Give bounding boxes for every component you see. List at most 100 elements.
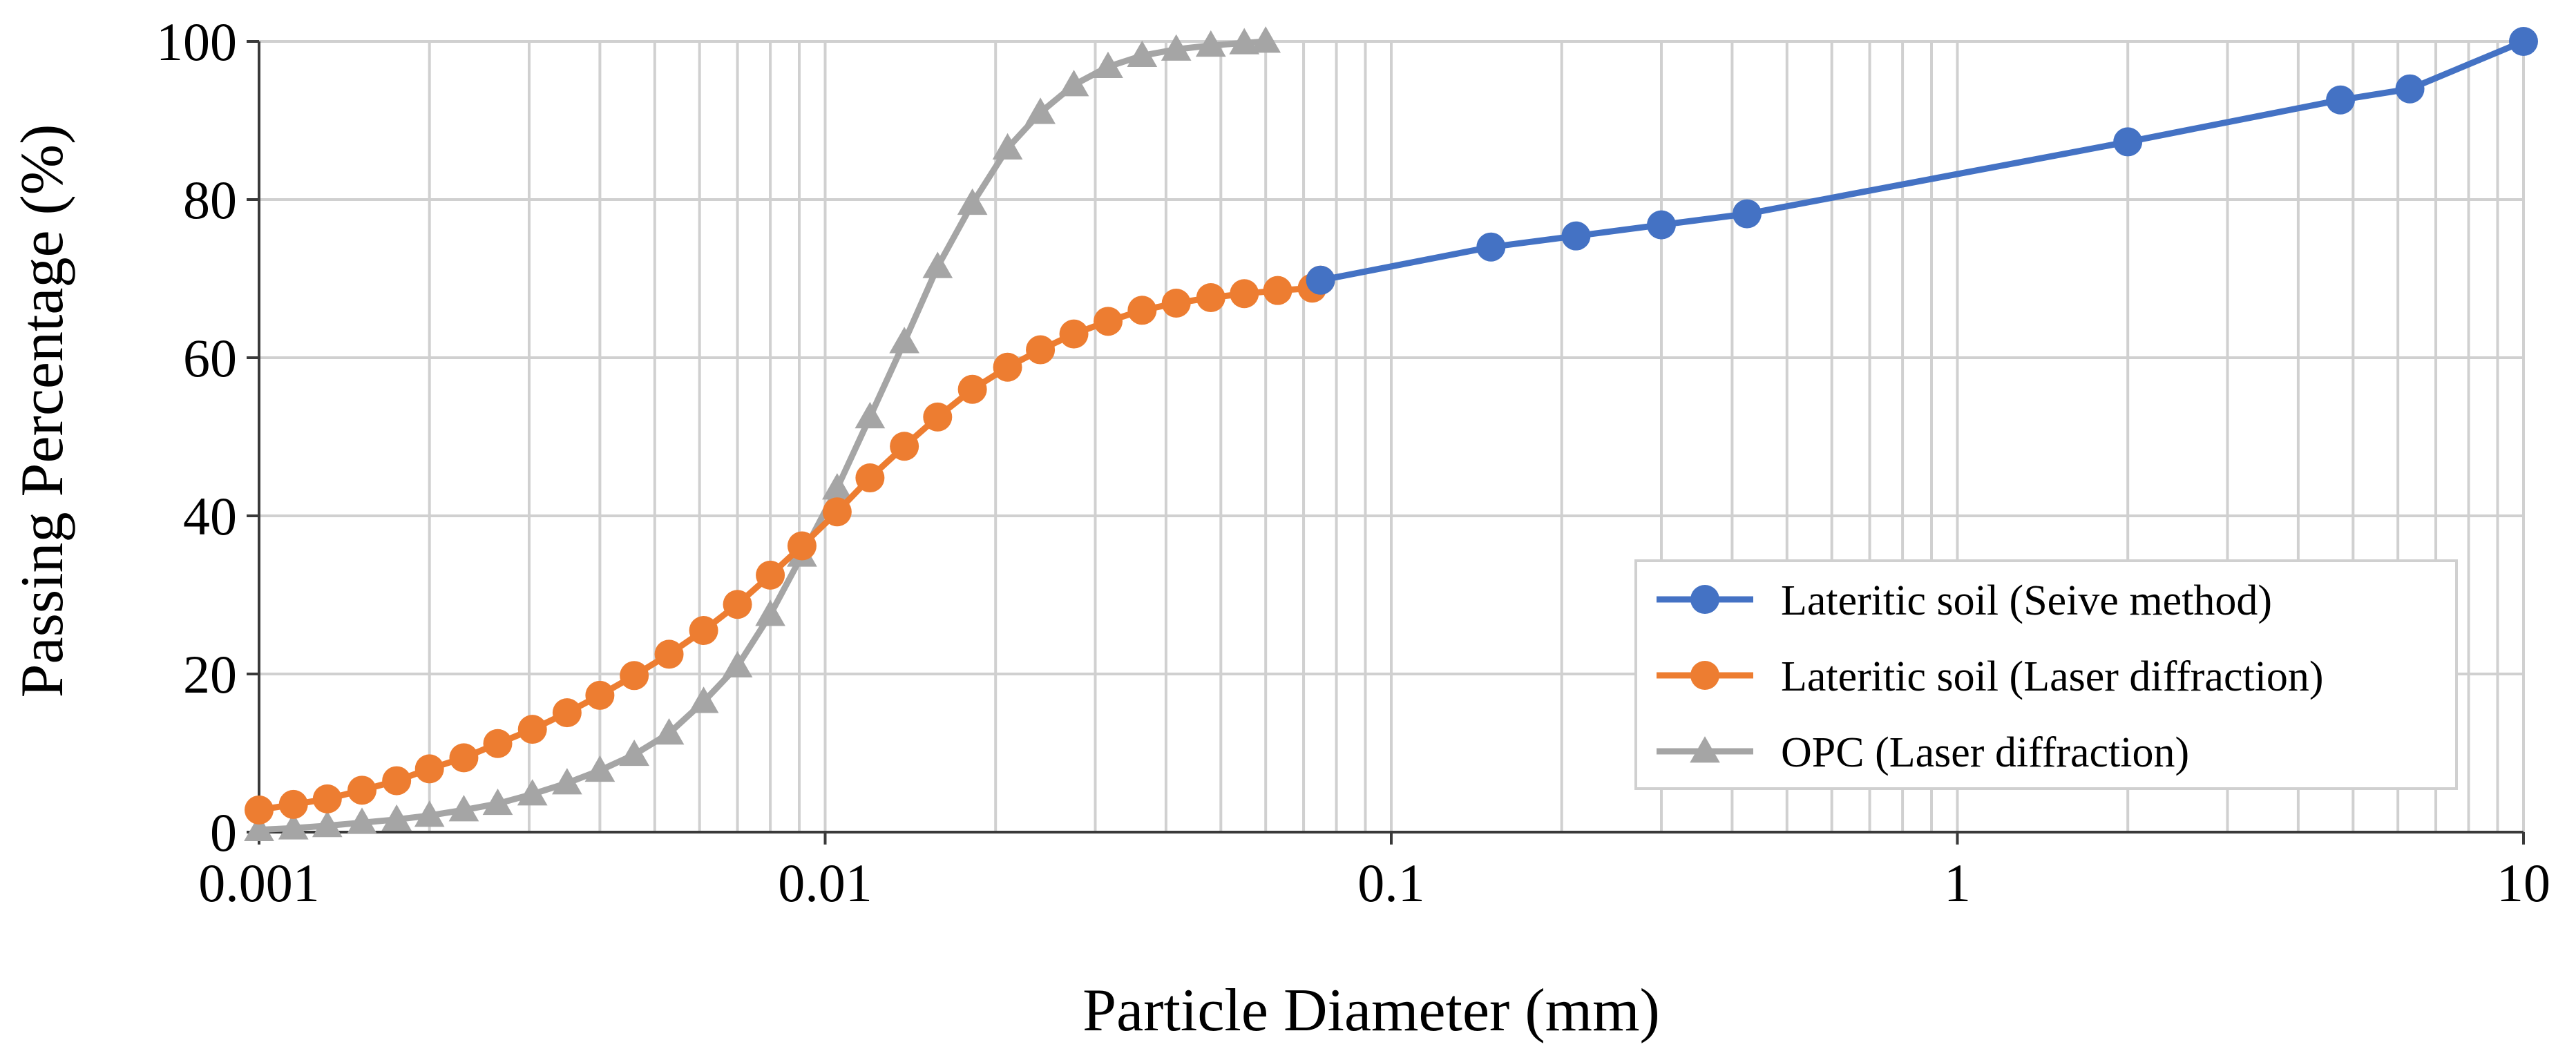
data-point bbox=[890, 432, 919, 461]
data-point bbox=[992, 133, 1023, 160]
data-point bbox=[414, 800, 445, 827]
data-point bbox=[414, 754, 444, 784]
data-point bbox=[957, 374, 987, 404]
x-tick-label: 0.1 bbox=[1357, 853, 1425, 913]
legend-box bbox=[1634, 559, 2458, 790]
y-axis-title: Passing Percentage (%) bbox=[9, 124, 76, 698]
data-point bbox=[2326, 85, 2356, 115]
data-point bbox=[688, 686, 719, 713]
data-point bbox=[278, 789, 308, 819]
data-point bbox=[993, 352, 1022, 382]
data-point bbox=[1127, 296, 1157, 325]
data-point bbox=[381, 804, 412, 831]
data-point bbox=[449, 743, 479, 773]
series-0 bbox=[1306, 27, 2538, 295]
data-point bbox=[1561, 221, 1591, 251]
data-point bbox=[278, 813, 309, 840]
data-point bbox=[483, 729, 513, 758]
x-tick-label: 10 bbox=[2497, 853, 2550, 913]
legend: Lateritic soil (Seive method) Lateritic s… bbox=[1634, 559, 2458, 790]
y-tick-label: 60 bbox=[183, 328, 237, 388]
data-point bbox=[1647, 210, 1677, 240]
data-point bbox=[1250, 26, 1281, 53]
data-point bbox=[2395, 74, 2425, 104]
legend-item: Lateritic soil (Seive method) bbox=[1657, 577, 2272, 624]
data-point bbox=[1026, 335, 1056, 365]
data-point bbox=[1093, 307, 1123, 336]
data-point bbox=[923, 402, 953, 432]
data-point bbox=[619, 739, 649, 767]
data-point bbox=[723, 590, 752, 619]
data-point bbox=[552, 698, 582, 728]
data-point bbox=[1058, 70, 1089, 97]
data-point bbox=[482, 788, 513, 816]
data-point bbox=[585, 680, 615, 710]
data-point bbox=[552, 768, 582, 795]
legend-swatch-marker bbox=[1690, 661, 1719, 690]
data-point bbox=[1161, 34, 1192, 61]
data-point bbox=[1195, 30, 1226, 57]
legend-swatch-marker bbox=[1690, 585, 1719, 614]
data-point bbox=[1161, 288, 1191, 318]
legend-label: Lateritic soil (Laser diffraction) bbox=[1781, 653, 2324, 700]
data-point bbox=[312, 784, 342, 813]
data-point bbox=[1127, 40, 1158, 67]
data-point bbox=[1230, 279, 1259, 309]
data-point bbox=[689, 616, 718, 646]
data-point bbox=[722, 651, 753, 677]
data-point bbox=[584, 755, 616, 782]
data-point bbox=[347, 775, 377, 805]
data-point bbox=[654, 639, 684, 669]
data-point bbox=[855, 463, 885, 493]
data-point bbox=[957, 188, 988, 215]
y-tick-label: 0 bbox=[210, 802, 237, 863]
data-point bbox=[1025, 97, 1056, 124]
legend-item: OPC (Laser diffraction) bbox=[1657, 729, 2189, 776]
legend-label: Lateritic soil (Seive method) bbox=[1781, 577, 2272, 624]
data-point bbox=[620, 661, 649, 691]
data-point bbox=[1093, 51, 1123, 79]
x-axis-title: Particle Diameter (mm) bbox=[1082, 977, 1660, 1044]
y-tick-label: 100 bbox=[156, 12, 237, 72]
data-point bbox=[889, 327, 919, 354]
data-point bbox=[1263, 276, 1292, 305]
data-point bbox=[822, 473, 852, 500]
data-point bbox=[245, 795, 274, 825]
data-point bbox=[1059, 319, 1089, 349]
data-point bbox=[312, 810, 343, 838]
data-point bbox=[922, 251, 953, 278]
data-point bbox=[756, 560, 785, 590]
data-point bbox=[822, 497, 852, 527]
data-point bbox=[448, 795, 479, 822]
data-point bbox=[653, 718, 685, 745]
legend-label: OPC (Laser diffraction) bbox=[1781, 729, 2189, 776]
data-point bbox=[1306, 265, 1335, 295]
data-point bbox=[787, 531, 817, 561]
data-point bbox=[517, 779, 548, 806]
legend-item: Lateritic soil (Laser diffraction) bbox=[1657, 653, 2324, 700]
data-point bbox=[1196, 282, 1225, 312]
data-point bbox=[855, 402, 886, 429]
data-point bbox=[755, 599, 785, 626]
data-point bbox=[1229, 28, 1260, 55]
data-point bbox=[382, 766, 412, 796]
data-point bbox=[1732, 199, 1762, 229]
x-tick-label: 0.01 bbox=[778, 853, 872, 913]
data-point bbox=[2509, 27, 2538, 56]
series-2 bbox=[244, 26, 1281, 841]
data-point bbox=[2113, 127, 2143, 157]
data-point bbox=[347, 807, 377, 834]
data-point bbox=[1476, 232, 1506, 262]
data-series bbox=[244, 26, 2538, 841]
y-tick-label: 80 bbox=[183, 170, 237, 230]
data-point bbox=[244, 814, 274, 841]
legend-swatch-marker bbox=[1690, 736, 1720, 763]
y-tick-label: 20 bbox=[183, 644, 237, 704]
y-tick-label: 40 bbox=[183, 486, 237, 546]
x-tick-label: 0.001 bbox=[198, 853, 320, 913]
data-point bbox=[517, 715, 547, 744]
x-tick-label: 1 bbox=[1944, 853, 1971, 913]
